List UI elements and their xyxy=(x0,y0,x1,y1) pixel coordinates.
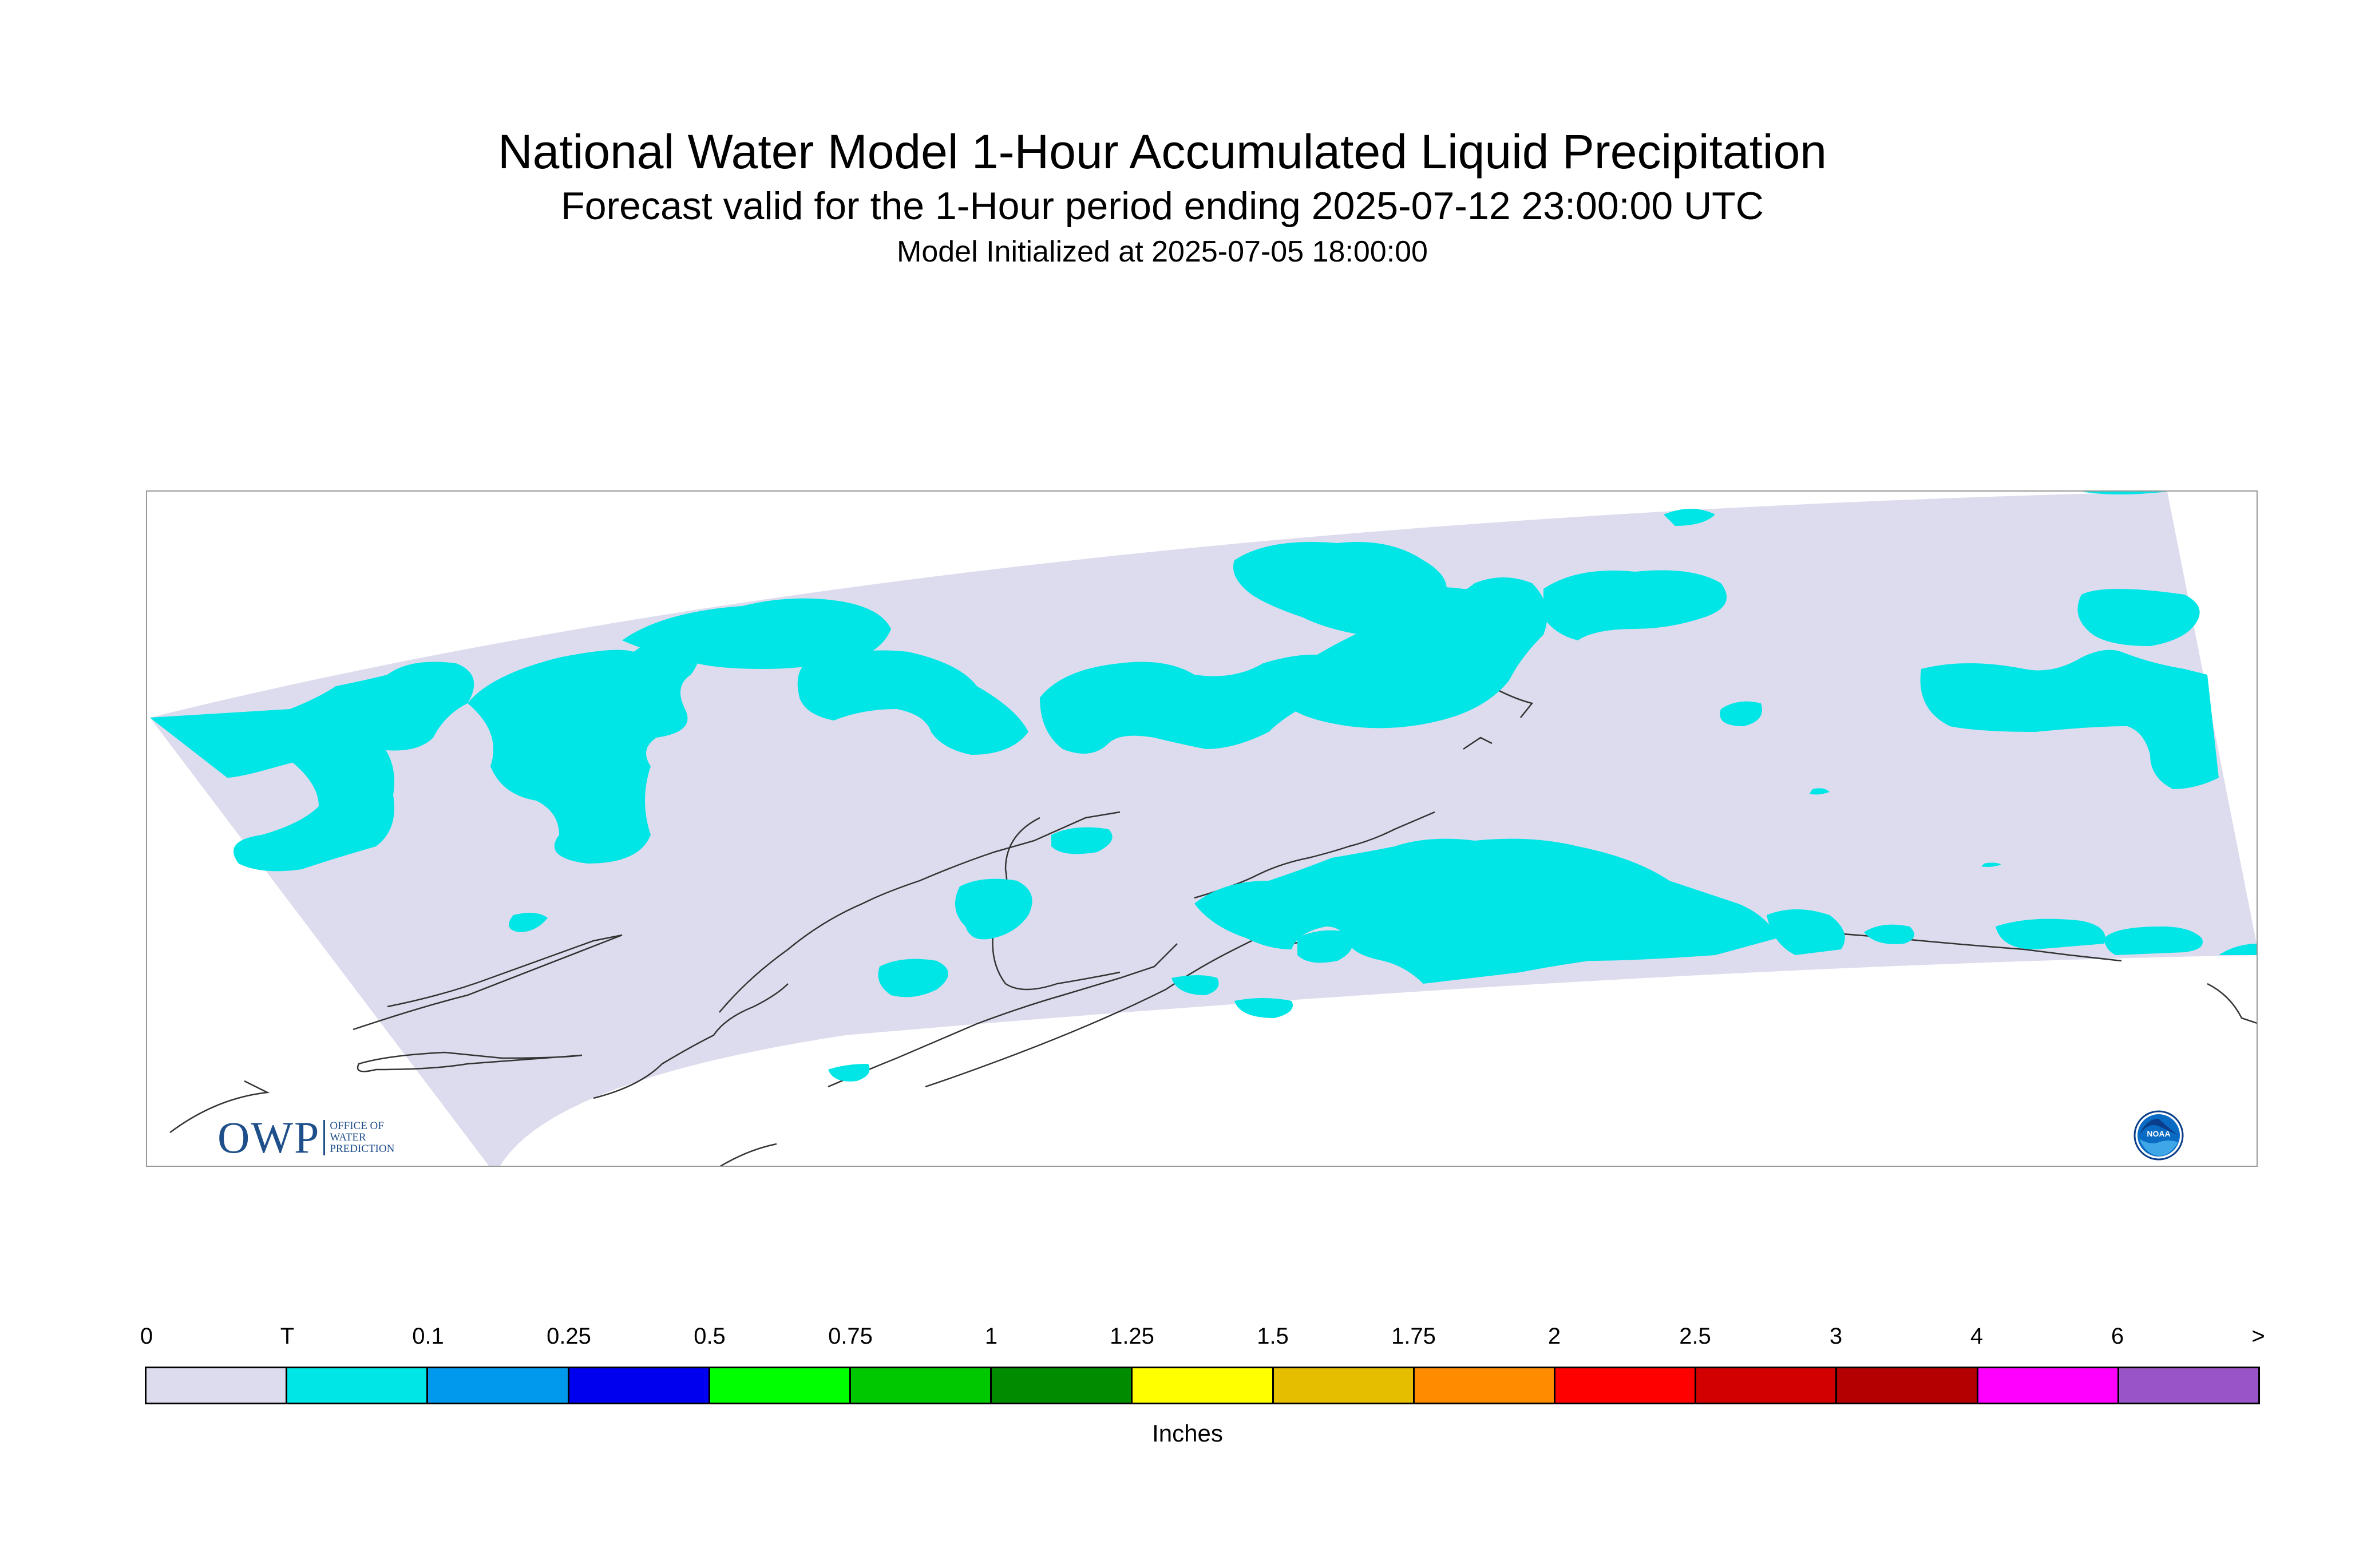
precip-area-central-north xyxy=(1040,655,1361,754)
legend-units: Inches xyxy=(1152,1420,1223,1447)
owp-logo-line3: Prediction xyxy=(330,1143,395,1155)
legend-label-14: 6 xyxy=(2111,1324,2124,1349)
coastline-alaska-peninsula xyxy=(925,914,1304,1088)
legend-label-3: 0.25 xyxy=(547,1324,591,1349)
coastline-norton-sound xyxy=(992,817,1121,991)
legend-label-5: 0.75 xyxy=(828,1324,873,1349)
map-frame[interactable] xyxy=(146,490,2258,1167)
precip-area-west xyxy=(150,662,474,778)
coastline-north-fragment xyxy=(1463,737,1493,750)
legend-label-12: 3 xyxy=(1829,1324,1843,1349)
legend-label-6: 1 xyxy=(984,1324,998,1349)
legend-label-2: 0.1 xyxy=(412,1324,444,1349)
precip-area-small-east xyxy=(1720,701,1762,726)
coastline-cook-inlet xyxy=(1194,811,1435,899)
precip-area-mid-north xyxy=(622,598,891,669)
color-legend-bar xyxy=(145,1367,2260,1404)
precip-area-north-top xyxy=(1543,570,1727,640)
owp-logo-letters: OWP xyxy=(217,1112,320,1162)
precip-area-west-small xyxy=(509,913,548,932)
noaa-logo-text: NOAA xyxy=(2147,1129,2170,1138)
alaska-precip-map[interactable] xyxy=(147,492,2258,1167)
precip-area-peninsula xyxy=(1171,975,1219,995)
owp-logo-line2: Water xyxy=(330,1131,366,1143)
precip-area-brooks xyxy=(1288,577,1547,728)
precip-area-kodiak xyxy=(1234,998,1293,1018)
legend-label-15: > xyxy=(2251,1324,2265,1349)
legend-label-4: 0.5 xyxy=(694,1324,726,1349)
owp-logo: OWP Office of Water Prediction xyxy=(217,1115,394,1161)
legend-label-0: 0 xyxy=(140,1324,153,1349)
legend-color-4 xyxy=(710,1368,852,1403)
model-domain xyxy=(150,492,2257,1166)
title-block: National Water Model 1-Hour Accumulated … xyxy=(0,123,2325,272)
model-init-subtitle: Model Initialized at 2025-07-05 18:00:00 xyxy=(897,235,1428,268)
legend-label-8: 1.5 xyxy=(1257,1324,1289,1349)
precip-area-far-east-coast xyxy=(2219,944,2257,955)
legend-color-5 xyxy=(851,1368,992,1403)
coastline-seward xyxy=(353,934,623,1031)
precip-area-southeast-1 xyxy=(1870,927,1911,944)
legend-label-13: 4 xyxy=(1970,1324,1984,1349)
coastline-bering-island xyxy=(357,1051,583,1072)
coastline-panhandle xyxy=(2207,983,2257,1024)
noaa-logo-bird xyxy=(2139,1119,2178,1135)
legend-color-11 xyxy=(1696,1368,1838,1403)
precip-area-norton xyxy=(468,635,699,864)
precip-area-yukon xyxy=(878,959,948,997)
precip-area-southcentral-west xyxy=(1297,930,1353,963)
precip-area-top-small xyxy=(1664,509,1715,526)
precip-area-dot-east xyxy=(1810,788,1830,795)
precip-area-top-right xyxy=(2081,492,2167,494)
legend-label-10: 2 xyxy=(1547,1324,1561,1349)
precip-area-central xyxy=(797,650,1028,755)
legend-label-1: T xyxy=(280,1324,295,1349)
precip-area-dot-east2 xyxy=(1981,862,2001,867)
coastline-nw-fragment xyxy=(719,1143,777,1166)
owp-logo-text: Office of Water Prediction xyxy=(330,1120,394,1155)
legend-color-7 xyxy=(1133,1368,1274,1403)
precip-area-southcentral xyxy=(1194,838,1778,984)
noaa-logo: NOAA xyxy=(2133,1110,2184,1161)
coastline-yk-delta xyxy=(593,983,789,1099)
legend-color-8 xyxy=(1273,1368,1415,1403)
precip-area-bristol-small xyxy=(828,1064,870,1082)
legend-color-0 xyxy=(147,1368,288,1403)
legend-label-7: 1.25 xyxy=(1110,1324,1154,1349)
page-title: National Water Model 1-Hour Accumulated … xyxy=(497,125,1827,179)
legend-color-1 xyxy=(287,1368,429,1403)
owp-logo-line1: Office of xyxy=(330,1120,384,1132)
forecast-valid-subtitle: Forecast valid for the 1-Hour period end… xyxy=(561,184,1764,228)
legend-color-10 xyxy=(1555,1368,1697,1403)
legend-color-6 xyxy=(992,1368,1133,1403)
legend-color-9 xyxy=(1414,1368,1556,1403)
legend-color-13 xyxy=(1978,1368,2119,1403)
precip-area-southeast-2 xyxy=(1996,918,2105,949)
precip-area-northeast xyxy=(2077,589,2200,646)
precip-area-southeast-3 xyxy=(2104,926,2203,955)
coastline-western-mainland xyxy=(719,811,1121,1013)
precip-trace-areas xyxy=(150,492,2257,1082)
precip-area-east xyxy=(1920,650,2219,789)
legend-labels: 0 T 0.1 0.25 0.5 0.75 1 1.25 1.5 1.75 2 2.5 3 4 6 > xyxy=(0,1322,2375,1356)
legend-color-14 xyxy=(2119,1368,2259,1403)
precip-area-norton-sound xyxy=(955,878,1032,940)
legend-label-9: 1.75 xyxy=(1391,1324,1436,1349)
legend-label-11: 2.5 xyxy=(1679,1324,1711,1349)
legend-color-2 xyxy=(428,1368,569,1403)
legend-color-3 xyxy=(569,1368,710,1403)
noaa-logo-wave xyxy=(2139,1139,2178,1156)
precip-area-gulf xyxy=(1767,909,1845,955)
legend-color-12 xyxy=(1837,1368,1978,1403)
coastline-west-alaska xyxy=(169,1080,270,1134)
precip-area-west-lobe xyxy=(233,737,394,872)
coastline-bristol-bay xyxy=(828,943,1178,1088)
precip-area-small-mid xyxy=(1051,827,1113,854)
owp-logo-separator xyxy=(323,1120,326,1155)
